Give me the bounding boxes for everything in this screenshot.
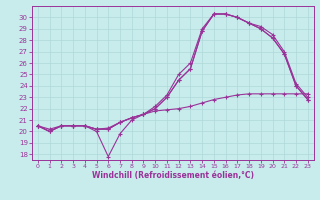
- X-axis label: Windchill (Refroidissement éolien,°C): Windchill (Refroidissement éolien,°C): [92, 171, 254, 180]
